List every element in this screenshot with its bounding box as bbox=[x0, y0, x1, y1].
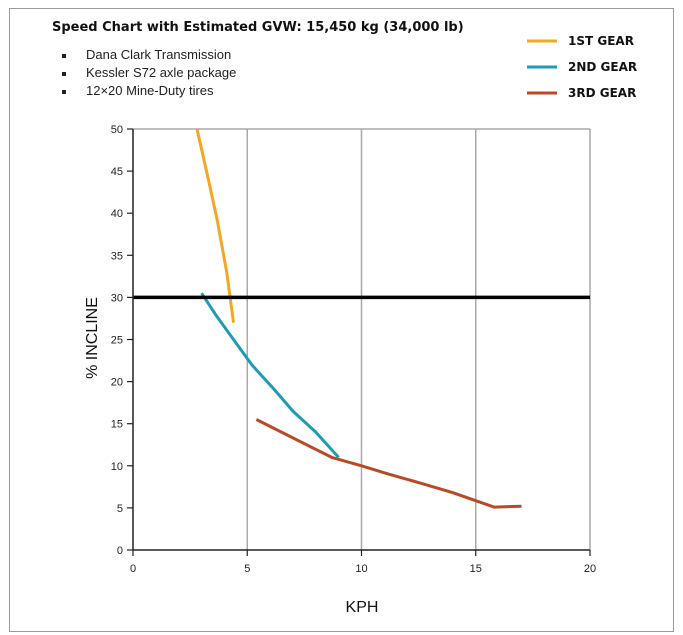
x-tick-label: 10 bbox=[355, 563, 367, 575]
note-item: Kessler S72 axle package bbox=[62, 64, 236, 82]
y-tick-label: 15 bbox=[111, 419, 123, 431]
series-line-3rd-gear bbox=[255, 418, 522, 509]
grid bbox=[133, 128, 591, 550]
x-tick-label: 20 bbox=[584, 563, 596, 575]
y-tick-label: 5 bbox=[117, 503, 123, 515]
y-tick-label: 30 bbox=[111, 292, 123, 304]
legend-label: 1ST GEAR bbox=[568, 34, 634, 48]
axes: 0 5 10 15 20 25 30 35 40 45 50 0 5 10 15 20 bbox=[111, 124, 596, 575]
x-axis-label: KPH bbox=[346, 599, 379, 616]
chart-title: Speed Chart with Estimated GVW: 15,450 k… bbox=[52, 20, 464, 35]
legend-label: 2ND GEAR bbox=[568, 60, 637, 74]
y-tick-label: 0 bbox=[117, 545, 123, 557]
note-item: 12×20 Mine-Duty tires bbox=[62, 82, 236, 100]
chart-notes: Dana Clark Transmission Kessler S72 axle… bbox=[62, 46, 236, 100]
note-item: Dana Clark Transmission bbox=[62, 46, 236, 64]
x-tick-label: 0 bbox=[130, 563, 136, 575]
y-tick-label: 35 bbox=[111, 250, 123, 262]
y-axis-label: % INCLINE bbox=[84, 297, 101, 379]
y-tick-label: 10 bbox=[111, 461, 123, 473]
y-tick-label: 20 bbox=[111, 377, 123, 389]
y-tick-label: 45 bbox=[111, 166, 123, 178]
legend: 1ST GEAR 2ND GEAR 3RD GEAR bbox=[527, 34, 637, 100]
y-tick-label: 50 bbox=[111, 124, 123, 136]
series-group bbox=[133, 128, 590, 509]
chart-frame bbox=[9, 8, 674, 632]
x-tick-label: 5 bbox=[244, 563, 250, 575]
legend-label: 3RD GEAR bbox=[568, 86, 636, 100]
y-tick-label: 40 bbox=[111, 208, 123, 220]
series-line-1st-gear bbox=[195, 128, 235, 323]
series-line-2nd-gear bbox=[200, 292, 340, 459]
x-tick-label: 15 bbox=[470, 563, 482, 575]
y-tick-label: 25 bbox=[111, 335, 123, 347]
